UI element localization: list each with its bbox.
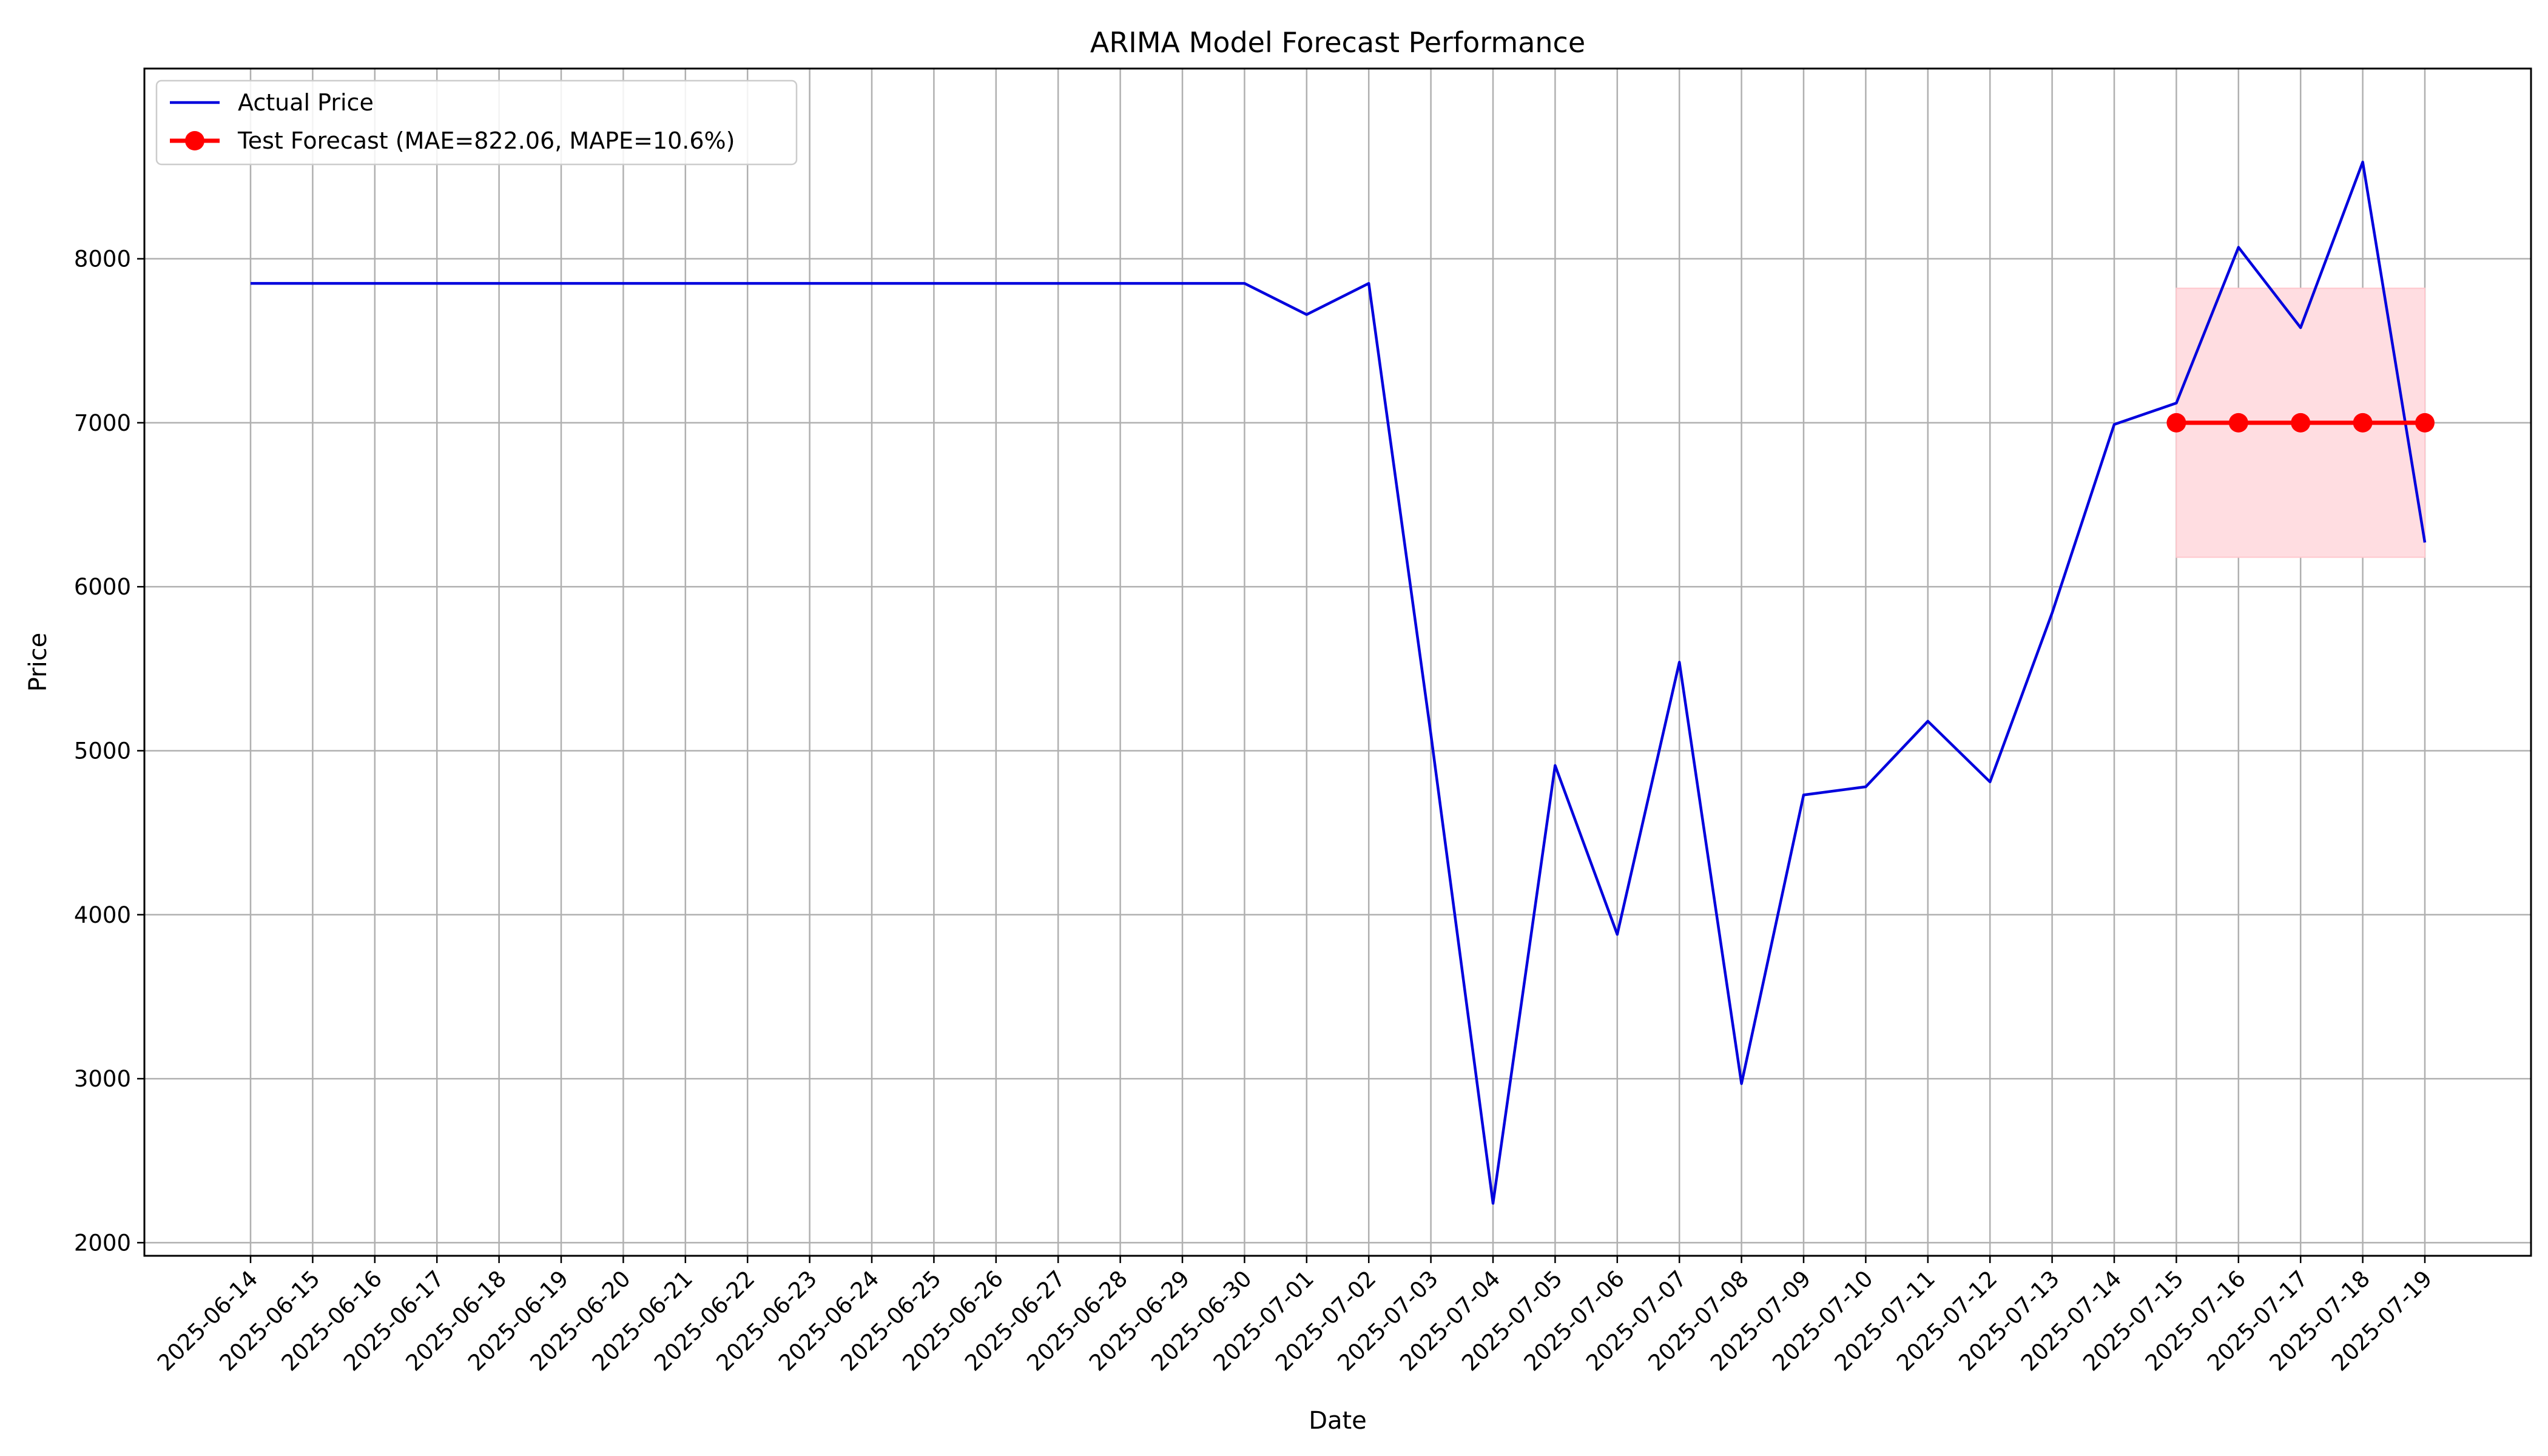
chart-title: ARIMA Model Forecast Performance	[1090, 26, 1585, 59]
y-axis: 2000 3000 4000 5000 6000 7000 8000	[74, 246, 144, 1256]
y-tick-label: 7000	[74, 410, 131, 436]
y-tick-label: 6000	[74, 574, 131, 600]
y-tick-label: 3000	[74, 1066, 131, 1092]
plot-frame	[143, 67, 2532, 1257]
forecast-point	[2353, 413, 2373, 433]
y-tick-label: 2000	[74, 1230, 131, 1256]
grid	[144, 69, 2531, 1256]
actual-price-line	[251, 160, 2427, 1205]
x-axis-label: Date	[1309, 1407, 1367, 1435]
forecast-point	[2228, 413, 2248, 433]
forecast-point	[2291, 413, 2311, 433]
legend-label-forecast: Test Forecast (MAE=822.06, MAPE=10.6%)	[237, 127, 735, 154]
forecast-point	[2415, 413, 2435, 433]
y-axis-label: Price	[24, 633, 52, 692]
series-layer	[251, 160, 2435, 1205]
legend-label-actual: Actual Price	[238, 89, 374, 116]
legend-marker-forecast	[185, 131, 204, 150]
legend: Actual Price Test Forecast (MAE=822.06, M…	[155, 79, 798, 166]
forecast-point	[2166, 413, 2186, 433]
y-tick-label: 5000	[74, 738, 131, 764]
y-tick-label: 8000	[74, 246, 131, 272]
legend-box	[155, 79, 798, 166]
y-tick-label: 4000	[74, 902, 131, 928]
